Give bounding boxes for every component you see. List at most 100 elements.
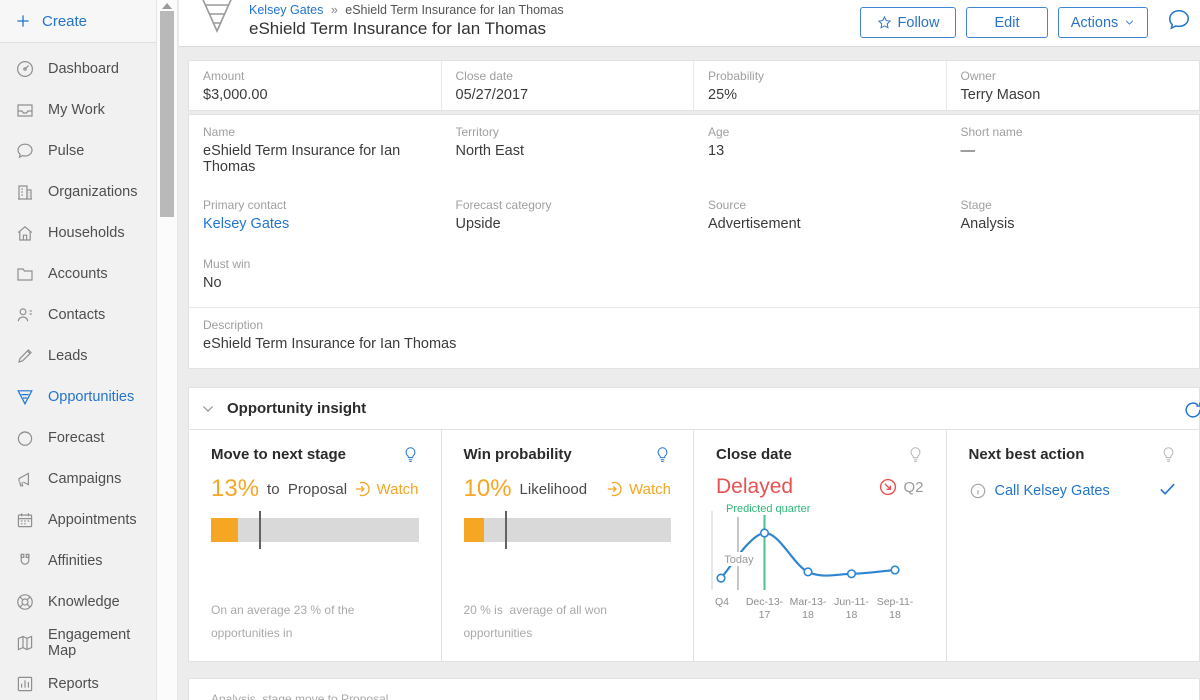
sidebar-item-campaigns[interactable]: Campaigns <box>0 458 156 499</box>
sidebar-item-affinities[interactable]: Affinities <box>0 540 156 581</box>
stage-target: to Proposal <box>267 480 348 498</box>
campaigns-icon <box>15 469 35 489</box>
field-value: Upside <box>455 216 501 232</box>
page-header: Kelsey Gates » eShield Term Insurance fo… <box>179 0 1200 47</box>
tab-contacts[interactable]: Contacts <box>281 679 338 700</box>
appointments-icon <box>15 510 35 530</box>
scroll-up-arrow[interactable] <box>162 3 172 9</box>
field-value: 05/27/2017 <box>455 87 529 103</box>
sidebar-item-contacts[interactable]: Contacts <box>0 294 156 335</box>
sidebar-item-label: Appointments <box>48 511 137 528</box>
sidebar-item-leads[interactable]: Leads <box>0 335 156 376</box>
scrollbar-thumb[interactable] <box>160 11 174 217</box>
insight-next-action-card: Next best action Call Kelsey Gates <box>947 430 1200 661</box>
field-label: Amount <box>203 69 245 83</box>
header-actions: Follow Edit Actions <box>860 7 1192 38</box>
sidebar-item-label: My Work <box>48 101 105 118</box>
field-value: Advertisement <box>708 216 801 232</box>
refresh-icon[interactable] <box>1182 399 1200 426</box>
sidebar-item-opportunities[interactable]: Opportunities <box>0 376 156 417</box>
next-action-row: Call Kelsey Gates <box>969 479 1178 503</box>
field-label: Description <box>203 318 264 332</box>
my-work-icon <box>15 100 35 120</box>
svg-text:Mar-13-: Mar-13- <box>790 596 827 608</box>
tab-close-plans[interactable]: Close plans <box>510 679 586 700</box>
sidebar-item-accounts[interactable]: Accounts <box>0 253 156 294</box>
close-date-chart: Today Predicted quarter Q4 Dec-13-17 Mar-13-… <box>711 503 914 621</box>
reports-icon <box>15 674 35 694</box>
stage-note: On an average 23 % of the opportunities … <box>211 603 389 700</box>
actions-button[interactable]: Actions <box>1058 7 1148 38</box>
sidebar-item-label: Opportunities <box>48 388 135 405</box>
stage-progress-bar <box>211 511 419 549</box>
sidebar-item-label: Campaigns <box>48 470 122 487</box>
tab-details[interactable]: Details <box>212 679 256 700</box>
engagement-map-icon <box>15 633 35 653</box>
sidebar-item-forecast[interactable]: Forecast <box>0 417 156 458</box>
tab-activities[interactable]: Activities <box>364 679 421 700</box>
tab-sales-team[interactable]: Sales team <box>717 679 790 700</box>
summary-field-amount: Amount $3,000.00 <box>189 61 442 110</box>
sidebar-item-label: Affinities <box>48 552 103 569</box>
summary-field-owner: Owner Terry Mason <box>947 61 1200 110</box>
sidebar-item-organizations[interactable]: Organizations <box>0 171 156 212</box>
insight-header: Opportunity insight <box>189 388 1200 430</box>
field-value: $3,000.00 <box>203 87 268 103</box>
sidebar-item-my-work[interactable]: My Work <box>0 89 156 130</box>
svg-text:Q4: Q4 <box>715 596 729 608</box>
card-title: Close date <box>716 446 792 463</box>
win-percent: 10% <box>463 475 512 502</box>
opportunity-funnel-icon <box>197 0 237 46</box>
field-short-name: Short name — <box>947 115 1200 188</box>
sidebar-item-pulse[interactable]: Pulse <box>0 130 156 171</box>
watch-button[interactable]: Watch <box>606 480 671 498</box>
affinities-icon <box>15 551 35 571</box>
sidebar-item-label: Engagement Map <box>48 626 131 659</box>
win-suffix: Likelihood <box>519 480 588 498</box>
insight-win-probability-card: Win probability 10% Likelihood Watch <box>442 430 694 661</box>
collapse-chevron-icon[interactable] <box>201 402 215 416</box>
leads-icon <box>15 346 35 366</box>
sidebar-item-engagement-map[interactable]: Engagement Map <box>0 622 156 663</box>
create-button[interactable]: Create <box>0 0 156 43</box>
sidebar-item-dashboard[interactable]: Dashboard <box>0 48 156 89</box>
dashboard-icon <box>15 59 35 79</box>
stage-percent: 13% <box>211 475 260 502</box>
sidebar-item-label: Forecast <box>48 429 105 446</box>
chevron-down-icon <box>1126 20 1134 25</box>
stage-average-marker <box>258 511 261 549</box>
tab-leads[interactable]: Leads <box>446 679 486 700</box>
opportunities-icon <box>15 387 35 407</box>
call-contact-link[interactable]: Call Kelsey Gates <box>994 483 1110 499</box>
insight-close-date-card: Close date Delayed Q2 Today Predicted qua… <box>694 430 947 661</box>
edit-button[interactable]: Edit <box>966 7 1048 38</box>
chat-bubble-icon[interactable] <box>1166 7 1192 38</box>
breadcrumb-separator: » <box>330 3 338 17</box>
sidebar-item-households[interactable]: Households <box>0 212 156 253</box>
watch-button[interactable]: Watch <box>354 480 419 498</box>
page-title: eShield Term Insurance for Ian Thomas <box>249 19 547 38</box>
breadcrumb-parent-link[interactable]: Kelsey Gates <box>249 3 324 17</box>
field-label: Forecast category <box>455 198 552 212</box>
sidebar-scrollbar[interactable] <box>156 0 178 700</box>
field-primary-contact: Primary contact Kelsey Gates <box>189 188 442 245</box>
field-label: Name <box>203 125 236 139</box>
forecast-icon <box>15 428 35 448</box>
follow-button[interactable]: Follow <box>860 7 956 38</box>
lightbulb-icon <box>910 447 920 463</box>
svg-text:Dec-13-: Dec-13- <box>746 596 784 608</box>
sidebar-item-appointments[interactable]: Appointments <box>0 499 156 540</box>
complete-check-icon[interactable] <box>1158 479 1177 503</box>
header-text: Kelsey Gates » eShield Term Insurance fo… <box>249 3 564 39</box>
sidebar-item-knowledge[interactable]: Knowledge <box>0 581 156 622</box>
tab-attachments[interactable]: Attachments <box>611 679 692 700</box>
sidebar-item-label: Knowledge <box>48 593 120 610</box>
field-value-link[interactable]: Kelsey Gates <box>203 216 290 232</box>
sidebar-item-label: Reports <box>48 675 99 692</box>
field-label: Stage <box>960 198 992 212</box>
field-value: eShield Term Insurance for Ian Thomas <box>203 143 401 175</box>
sidebar-item-reports[interactable]: Reports <box>0 663 156 700</box>
summary-card: Amount $3,000.00 Close date 05/27/2017 Proba… <box>188 60 1200 111</box>
win-note: 20 % is average of all won opportunities <box>463 603 611 640</box>
delayed-icon <box>880 478 897 496</box>
